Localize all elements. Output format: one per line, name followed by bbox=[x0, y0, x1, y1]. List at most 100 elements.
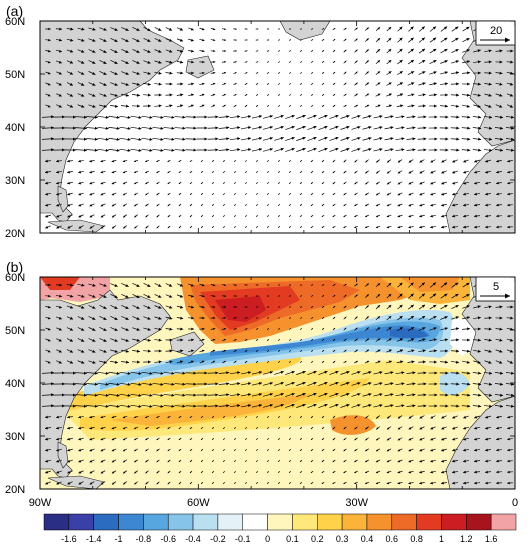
vector-arrow-head bbox=[333, 50, 336, 52]
vector-arrow-head bbox=[212, 160, 214, 162]
vector-arrow-head bbox=[377, 327, 381, 330]
vector-arrow-head bbox=[167, 416, 170, 418]
vector-arrow-head bbox=[444, 49, 448, 52]
vector-arrow-head bbox=[223, 416, 225, 418]
vector-arrow-head bbox=[78, 415, 81, 419]
vector-arrow-head bbox=[105, 382, 109, 386]
vector-arrow-head bbox=[105, 126, 109, 130]
vector-arrow-head bbox=[343, 204, 346, 207]
vector-arrow-head bbox=[510, 148, 514, 152]
vector-arrow-head bbox=[136, 306, 140, 309]
vector-arrow-head bbox=[452, 470, 455, 474]
vector-arrow-head bbox=[137, 360, 140, 364]
vector-arrow-head bbox=[421, 48, 426, 52]
vector-arrow-head bbox=[507, 159, 510, 163]
vector-arrow-head bbox=[103, 27, 107, 31]
vector-arrow-head bbox=[387, 416, 390, 419]
vector-arrow-head bbox=[190, 283, 194, 287]
vector-arrow-head bbox=[278, 295, 280, 297]
vector-arrow-head bbox=[89, 181, 93, 185]
vector-arrow-head bbox=[167, 226, 170, 229]
vector-arrow-head bbox=[485, 415, 489, 419]
vector-arrow-head bbox=[397, 449, 401, 452]
vector-arrow-head bbox=[397, 214, 401, 218]
vector-arrow-head bbox=[456, 82, 459, 86]
vector-arrow-head bbox=[375, 482, 379, 485]
vector-arrow-head bbox=[45, 470, 49, 474]
vector-arrow-head bbox=[488, 82, 492, 86]
vector-arrow-head bbox=[237, 371, 241, 375]
colorbar-label: 1.2 bbox=[460, 534, 473, 544]
vector-arrow-head bbox=[280, 370, 284, 374]
vector-arrow-head bbox=[81, 104, 85, 108]
vector-arrow-head bbox=[147, 295, 151, 298]
vector-arrow-head bbox=[509, 93, 514, 97]
vector-arrow-head bbox=[321, 449, 324, 451]
vector-arrow-head bbox=[158, 38, 162, 42]
vector-arrow-head bbox=[423, 393, 427, 397]
vector-arrow-head bbox=[245, 350, 248, 352]
vector-arrow-head bbox=[365, 482, 368, 485]
vector-arrow-head bbox=[399, 60, 403, 63]
vector-arrow-head bbox=[355, 294, 358, 297]
vector-arrow-head bbox=[127, 371, 131, 375]
vector-arrow-head bbox=[344, 82, 347, 85]
vector-arrow-head bbox=[366, 305, 369, 308]
vector-arrow-head bbox=[397, 225, 401, 229]
vector-arrow-head bbox=[280, 147, 284, 151]
vector-arrow-head bbox=[180, 82, 184, 86]
vector-arrow-head bbox=[388, 26, 392, 30]
vector-arrow-head bbox=[245, 361, 248, 363]
vector-arrow-head bbox=[190, 104, 194, 108]
vector-arrow-head bbox=[167, 427, 170, 429]
vector-arrow-head bbox=[411, 349, 415, 353]
vector-arrow-head bbox=[333, 71, 336, 74]
vector-arrow-head bbox=[73, 137, 76, 141]
vector-arrow-head bbox=[138, 404, 142, 408]
vector-arrow-head bbox=[433, 60, 437, 63]
vector-arrow-head bbox=[179, 283, 183, 287]
vector-arrow-head bbox=[149, 148, 153, 152]
vector-arrow-head bbox=[256, 317, 259, 319]
vector-arrow-head bbox=[100, 159, 104, 163]
vector-arrow-head bbox=[322, 39, 325, 41]
vector-arrow-head bbox=[169, 316, 173, 320]
vector-arrow-head bbox=[410, 327, 415, 331]
vector-arrow-head bbox=[56, 214, 60, 218]
vector-arrow-head bbox=[455, 327, 459, 331]
vector-arrow-head bbox=[355, 60, 358, 63]
vector-arrow-head bbox=[332, 182, 335, 185]
vector-arrow-head bbox=[125, 39, 129, 42]
vector-arrow-head bbox=[81, 27, 85, 31]
colorbar-label: 0.1 bbox=[286, 534, 299, 544]
vector-arrow-head bbox=[56, 181, 59, 185]
vector-arrow-head bbox=[116, 393, 120, 397]
vector-arrow-head bbox=[278, 83, 280, 85]
vector-arrow-head bbox=[134, 471, 137, 474]
vector-arrow-head bbox=[499, 93, 503, 97]
vector-arrow-head bbox=[324, 114, 328, 118]
vector-arrow-head bbox=[191, 338, 194, 342]
colorbar-segment bbox=[267, 513, 293, 531]
vector-arrow-head bbox=[357, 125, 361, 129]
vector-arrow-head bbox=[410, 60, 414, 63]
vector-arrow-head bbox=[313, 136, 317, 140]
vector-arrow-head bbox=[322, 339, 324, 341]
colorbar-label: -0.8 bbox=[136, 534, 152, 544]
vector-arrow-head bbox=[343, 427, 346, 430]
vector-arrow-head bbox=[280, 403, 284, 407]
vector-arrow-head bbox=[311, 39, 313, 41]
vector-arrow-head bbox=[474, 181, 477, 185]
vector-arrow-head bbox=[444, 71, 448, 75]
vector-arrow-head bbox=[256, 226, 258, 228]
vector-arrow-head bbox=[58, 60, 62, 64]
vector-arrow-head bbox=[509, 104, 513, 108]
vector-arrow-head bbox=[122, 160, 126, 163]
vector-arrow-head bbox=[388, 360, 392, 364]
vector-arrow-head bbox=[134, 438, 137, 441]
vector-arrow-head bbox=[300, 204, 302, 206]
vector-arrow-head bbox=[258, 404, 262, 407]
vector-arrow-head bbox=[45, 181, 48, 185]
vector-arrow-head bbox=[136, 295, 140, 298]
vector-arrow-head bbox=[190, 226, 192, 228]
